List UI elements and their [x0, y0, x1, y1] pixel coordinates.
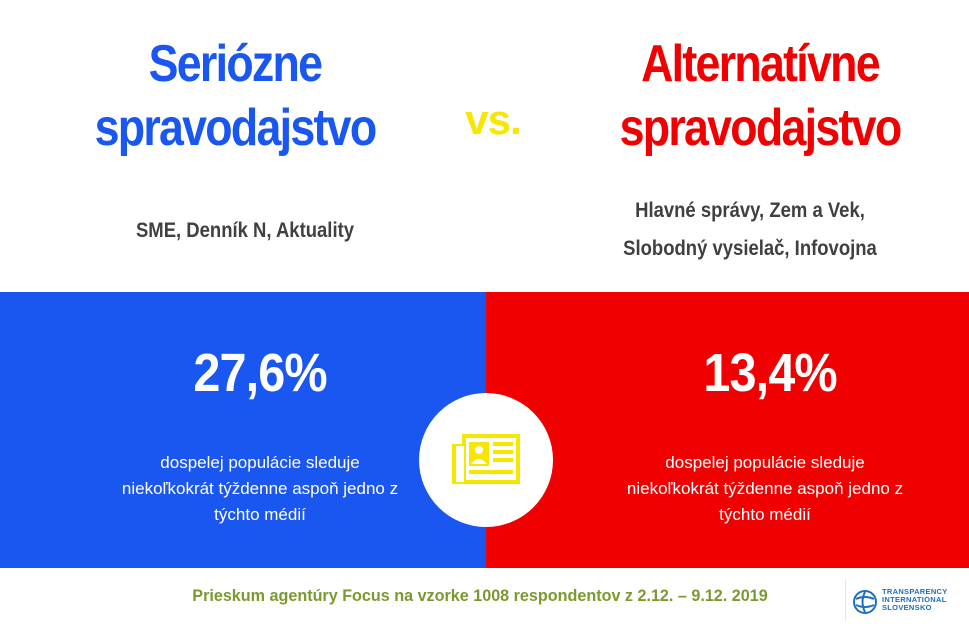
- header-area: [0, 0, 969, 292]
- survey-note: Prieskum agentúry Focus na vzorke 1008 r…: [192, 586, 768, 605]
- logo-line1: TRANSPARENCY: [882, 587, 948, 596]
- left-description: dospelej populácie sleduje niekoľkokrát …: [55, 450, 465, 528]
- left-desc-line2: niekoľkokrát týždenne aspoň jedno z: [121, 479, 399, 498]
- globe-icon: [853, 590, 877, 614]
- left-title-line1: Seriózne: [148, 35, 323, 93]
- right-sources-line1: Hlavné správy, Zem a Vek,: [635, 199, 865, 222]
- left-desc-line1: dospelej populácie sleduje: [160, 453, 360, 472]
- right-sources: Hlavné správy, Zem a Vek, Slobodný vysie…: [592, 192, 909, 268]
- left-panel: [0, 292, 486, 568]
- transparency-logo: TRANSPARENCY INTERNATIONAL SLOVENSKO: [845, 580, 966, 620]
- right-panel: [486, 292, 969, 568]
- right-desc-line2: niekoľkokrát týždenne aspoň jedno z: [626, 479, 904, 498]
- newspaper-icon: [452, 434, 520, 484]
- left-title-line2: spravodajstvo: [94, 99, 378, 157]
- center-circle: [419, 393, 553, 527]
- left-percentage: 27,6%: [193, 343, 327, 403]
- logo-line3: SLOVENSKO: [882, 603, 932, 612]
- right-title-line2: spravodajstvo: [619, 99, 903, 157]
- left-sources-text: SME, Denník N, Aktuality: [135, 219, 355, 242]
- logo-text: TRANSPARENCY INTERNATIONAL SLOVENSKO: [882, 588, 948, 612]
- right-desc-line1: dospelej populácie sleduje: [665, 453, 865, 472]
- left-desc-line3: týchto médií: [214, 505, 306, 524]
- left-title: Seriózne spravodajstvo: [80, 32, 390, 160]
- footer: [0, 568, 969, 628]
- vs-label: vs.: [465, 96, 521, 143]
- logo-line2: INTERNATIONAL: [882, 595, 947, 604]
- right-title-line1: Alternatívne: [641, 35, 881, 93]
- right-percentage: 13,4%: [703, 343, 837, 403]
- right-desc-line3: týchto médií: [719, 505, 811, 524]
- right-sources-line2: Slobodný vysielač, Infovojna: [623, 237, 877, 260]
- right-title: Alternatívne spravodajstvo: [588, 32, 932, 160]
- left-sources: SME, Denník N, Aktuality: [95, 212, 394, 250]
- right-description: dospelej populácie sleduje niekoľkokrát …: [560, 450, 969, 528]
